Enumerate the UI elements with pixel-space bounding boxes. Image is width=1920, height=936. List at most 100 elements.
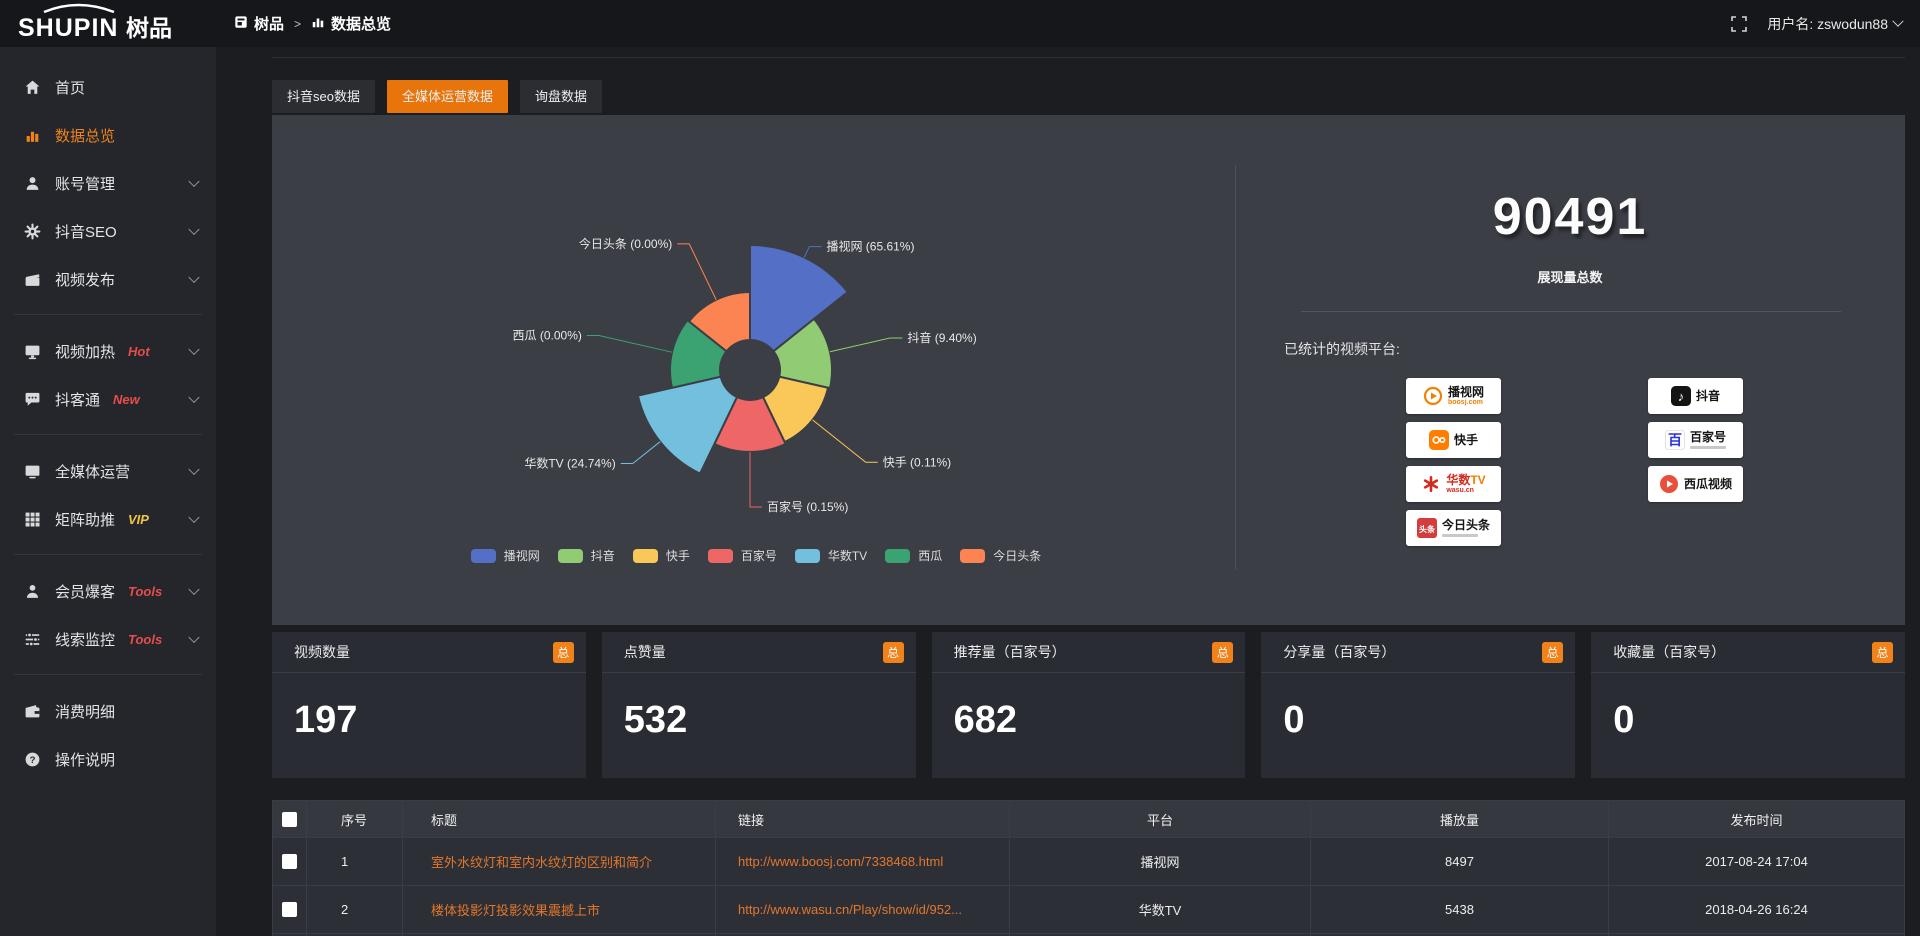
legend-chip (794, 548, 820, 563)
cell-views: 5438 (1311, 886, 1609, 934)
pie-slice-华数TV[interactable] (636, 375, 739, 475)
legend-item-今日头条[interactable]: 今日头条 (960, 547, 1041, 564)
pie-slice-抖音[interactable] (772, 317, 833, 390)
table-header-cell: 播放量 (1311, 800, 1609, 838)
chevron-down-icon (1892, 15, 1904, 27)
sidebar-item-首页[interactable]: 首页 (0, 63, 216, 111)
platform-badge-播视网: 播视网 boosj.com (1406, 378, 1501, 414)
legend-chip (960, 548, 986, 563)
pie-label-今日头条: 今日头条 (0.00%) (579, 236, 672, 251)
platform-name: 播视网 (1447, 385, 1484, 399)
chat-icon (24, 391, 41, 408)
gear-icon (24, 223, 41, 240)
row-checkbox[interactable] (282, 902, 297, 917)
boosj-logo (1423, 386, 1443, 406)
help-icon: ? (24, 751, 41, 768)
chart-legend: 播视网 抖音 快手 百家号 华数TV 西瓜 今日头条 (272, 547, 1240, 564)
main-content: 抖音seo数据 全媒体运营数据 询盘数据 播视网 (65.61%) 抖音 (9.40%… (216, 47, 1920, 936)
table-checkbox-cell (272, 886, 307, 934)
table-header-cell: 平台 (1010, 800, 1311, 838)
tab-全媒体运营数据[interactable]: 全媒体运营数据 (386, 80, 508, 113)
video-url-link[interactable]: http://www.boosj.com/7338468.html (738, 854, 944, 869)
breadcrumb-item-home[interactable]: 树品 (234, 13, 284, 34)
legend-item-西瓜[interactable]: 西瓜 (885, 547, 942, 564)
total-impressions-caption: 展现量总数 (1537, 270, 1603, 285)
fullscreen-icon[interactable] (1731, 15, 1748, 32)
sidebar-item-视频加热[interactable]: 视频加热 Hot (0, 327, 216, 375)
chevron-down-icon (188, 223, 200, 236)
stat-card-value: 197 (294, 699, 358, 741)
table-header-cell: 序号 (307, 800, 403, 838)
total-badge[interactable]: 总 (1212, 641, 1234, 663)
table-header-cell: 标题 (403, 800, 716, 838)
legend-item-快手[interactable]: 快手 (632, 547, 690, 564)
platform-subtext-bar (1689, 446, 1726, 449)
table-header-row: 序号 标题 链接 平台 播放量 发布时间 (272, 800, 1905, 838)
sidebar-item-账号管理[interactable]: 账号管理 (0, 159, 216, 207)
total-badge[interactable]: 总 (552, 641, 574, 663)
sidebar-item-矩阵助推[interactable]: 矩阵助推 VIP (0, 495, 216, 543)
grid-icon (24, 511, 41, 528)
user-menu[interactable]: 用户名: zswodun88 (1767, 14, 1904, 34)
stat-card-label: 视频数量 (294, 644, 350, 660)
pie-label-line-西瓜 (586, 335, 673, 353)
legend-item-播视网[interactable]: 播视网 (470, 547, 540, 564)
pie-label-line-抖音 (829, 337, 903, 353)
logo-suffix: 树品 (126, 15, 172, 41)
sidebar-item-会员爆客[interactable]: 会员爆客 Tools (0, 567, 216, 615)
cell-time: 2017-08-24 17:04 (1609, 838, 1905, 886)
tab-抖音seo数据[interactable]: 抖音seo数据 (272, 80, 375, 113)
legend-item-抖音[interactable]: 抖音 (557, 547, 615, 564)
stat-card-value: 682 (953, 699, 1017, 741)
cell-views: 8497 (1311, 838, 1609, 886)
xigua-logo (1659, 474, 1679, 494)
breadcrumb-item-current[interactable]: 数据总览 (311, 13, 391, 34)
legend-item-华数TV[interactable]: 华数TV (794, 547, 867, 564)
pie-slice-西瓜[interactable] (669, 318, 728, 389)
pie-slice-播视网[interactable] (749, 243, 850, 353)
row-checkbox[interactable] (282, 854, 297, 869)
stat-cards-row: 视频数量总 197 点赞量总 532 推荐量（百家号）总 682 分享量（百家号）总 0 收藏量… (272, 632, 1905, 778)
pie-label-百家号: 百家号 (0.15%) (767, 499, 848, 514)
video-url-link[interactable]: http://www.wasu.cn/Play/show/id/952... (738, 902, 962, 917)
summary-divider (1301, 311, 1841, 312)
table-row: 2 楼体投影灯投影效果震撼上市 http://www.wasu.cn/Play/sh… (272, 886, 1905, 934)
sidebar-item-抖客通[interactable]: 抖客通 New (0, 375, 216, 423)
tab-询盘数据[interactable]: 询盘数据 (519, 80, 602, 113)
logo[interactable]: SHUPIN 树品 (0, 0, 216, 47)
total-badge[interactable]: 总 (882, 641, 904, 663)
logo-text: SHUPIN (18, 14, 118, 42)
sidebar-item-消费明细[interactable]: 消费明细 (0, 687, 216, 735)
chevron-down-icon (188, 391, 200, 404)
sidebar-item-视频发布[interactable]: 视频发布 (0, 255, 216, 303)
stat-card-label: 分享量（百家号） (1283, 644, 1396, 660)
sidebar-item-label: 会员爆客 (55, 583, 116, 601)
user-label: 用户名: zswodun88 (1767, 15, 1888, 32)
member-icon (24, 583, 41, 600)
svg-text:百: 百 (1668, 432, 1682, 448)
mini-bar-chart-icon (311, 15, 325, 33)
sidebar-item-数据总览[interactable]: 数据总览 (0, 111, 216, 159)
overview-panel: 播视网 (65.61%) 抖音 (9.40%) 快手 (0.11%) 百家号 (0.1… (272, 115, 1905, 625)
pie-slice-今日头条[interactable] (687, 290, 751, 353)
video-title-link[interactable]: 楼体投影灯投影效果震撼上市 (431, 903, 601, 918)
total-impressions-value: 90491 (1492, 188, 1648, 246)
select-all-checkbox[interactable] (282, 811, 297, 827)
stat-card-推荐量（百家号）: 推荐量（百家号） 总 682 (931, 632, 1246, 778)
sidebar-item-操作说明[interactable]: ? 操作说明 (0, 735, 216, 783)
bar-chart-icon (24, 127, 41, 144)
sidebar-item-全媒体运营[interactable]: 全媒体运营 (0, 447, 216, 495)
video-title-link[interactable]: 室外水纹灯和室内水纹灯的区别和简介 (431, 855, 653, 870)
table-row-partial (272, 934, 1905, 936)
cell-index: 1 (307, 838, 403, 886)
svg-text:♪: ♪ (1678, 389, 1685, 404)
stat-card-value: 532 (623, 699, 688, 741)
cell-index: 2 (307, 886, 403, 934)
legend-label: 播视网 (503, 549, 540, 563)
total-badge[interactable]: 总 (1871, 641, 1893, 663)
platform-name: 百家号 (1689, 430, 1726, 444)
total-badge[interactable]: 总 (1542, 641, 1564, 663)
legend-item-百家号[interactable]: 百家号 (707, 547, 777, 564)
sidebar-item-线索监控[interactable]: 线索监控 Tools (0, 615, 216, 663)
sidebar-item-抖音SEO[interactable]: 抖音SEO (0, 207, 216, 255)
